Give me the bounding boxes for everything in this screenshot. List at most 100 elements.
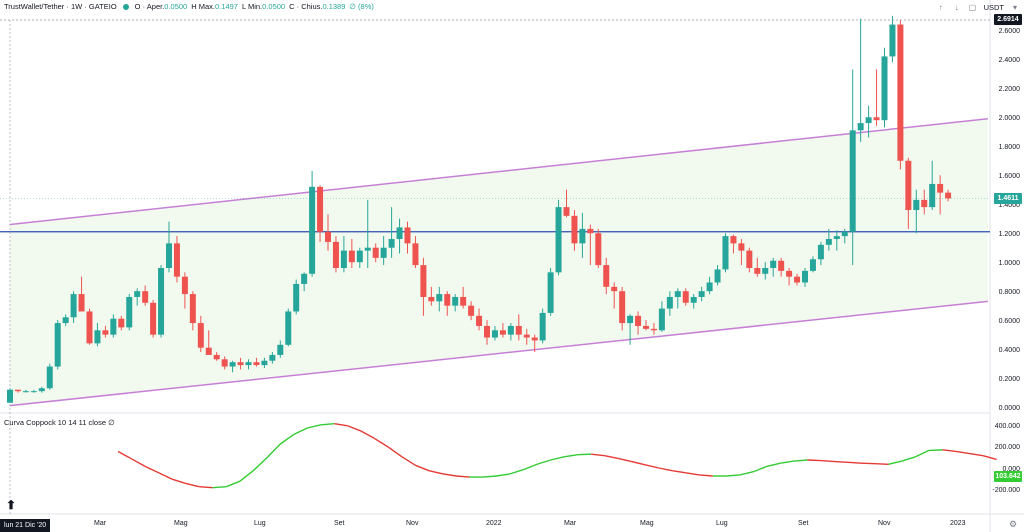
candle-body — [166, 243, 172, 268]
gear-icon[interactable]: ⚙ — [1009, 519, 1018, 529]
candle-body — [579, 228, 586, 244]
coppock-segment — [915, 449, 930, 458]
arrow-down-icon[interactable]: ↓ — [954, 2, 959, 12]
coppock-segment — [388, 446, 403, 458]
candle-body — [484, 325, 490, 338]
coppock-segment — [888, 460, 903, 465]
candle-body — [237, 362, 244, 366]
price-tick-label: 0.2000 — [998, 376, 1020, 384]
time-tick-label: Mar — [564, 520, 577, 527]
chevron-down-icon[interactable]: ▾ — [1012, 2, 1017, 12]
candle-body — [611, 286, 618, 292]
symbol-title: TrustWallet/Tether · 1W · GATEIO — [4, 2, 117, 11]
candle-body — [364, 247, 371, 251]
time-tick-label: 2022 — [486, 520, 502, 527]
candle-body — [396, 227, 403, 240]
currency-selector[interactable]: USDT — [983, 2, 1004, 12]
candle-body — [245, 362, 252, 366]
price-tick-label: 1.6000 — [998, 173, 1020, 181]
coppock-segment — [212, 485, 227, 489]
coppock-segment — [550, 456, 565, 461]
candle-body — [372, 247, 379, 258]
time-tick-label: Mag — [174, 520, 188, 527]
coppock-segment — [820, 459, 835, 463]
candle-body — [54, 323, 61, 367]
candle-body — [285, 311, 292, 345]
coppock-segment — [942, 449, 957, 453]
coppock-segment — [739, 471, 754, 476]
candle-body — [595, 233, 602, 266]
coppock-segment — [577, 453, 592, 456]
price-tag-current: 1.4611 — [994, 193, 1022, 204]
coppock-segment — [847, 461, 862, 464]
price-tick-label: 2.6000 — [998, 28, 1020, 36]
coppock-segment — [307, 424, 322, 429]
indicator-tag-current: 103.642 — [994, 471, 1022, 482]
candle-body — [905, 160, 912, 211]
coppock-segment — [361, 430, 376, 440]
candle-body — [332, 241, 339, 268]
candle-body — [531, 337, 538, 341]
cursor-date-tag: lun 21 Dic '20 — [0, 519, 51, 532]
coppock-segment — [185, 482, 200, 488]
coppock-segment — [672, 469, 686, 474]
indicator-tick-label: -200.000 — [992, 487, 1020, 494]
coppock-segment — [225, 480, 241, 488]
coppock-segment — [969, 452, 984, 457]
candle-body — [706, 282, 713, 292]
coppock-segment — [834, 460, 848, 464]
coppock-segment — [874, 463, 889, 465]
price-tick-label: 0.6000 — [998, 318, 1020, 326]
candle-body — [468, 305, 475, 316]
candle-body — [913, 199, 920, 211]
arrow-up-icon[interactable]: ↑ — [938, 2, 943, 12]
coppock-segment — [239, 470, 254, 482]
indicator-tick-label: 0.000 — [1002, 465, 1020, 473]
candle-body — [666, 296, 673, 309]
candle-body — [460, 296, 467, 306]
coppock-segment — [374, 438, 389, 448]
candle-body — [7, 389, 13, 403]
candle-body — [515, 325, 522, 335]
candle-body — [690, 296, 697, 303]
candle-body — [619, 291, 626, 324]
coppock-segment — [766, 462, 781, 468]
coppock-segment — [334, 423, 348, 427]
candle-body — [491, 330, 498, 338]
candle-body — [778, 260, 785, 271]
candle-body — [817, 244, 824, 260]
price-tick-label: 1.4000 — [998, 202, 1020, 210]
maximize-icon[interactable]: ▢ — [968, 2, 977, 12]
candle-body — [857, 123, 864, 131]
candle-body — [809, 259, 816, 271]
candle-body — [746, 250, 753, 268]
tradingview-logo-icon: ⬆ — [6, 498, 17, 512]
candle-body — [134, 291, 141, 297]
change-label: ∅ (8%) — [349, 2, 374, 11]
candle-body — [499, 330, 506, 335]
price-tick-label: 2.0000 — [998, 115, 1020, 123]
candle-body — [14, 389, 21, 392]
candle-body — [945, 192, 952, 199]
coppock-segment — [591, 453, 605, 457]
candle-body — [937, 183, 944, 193]
candle-body — [420, 265, 427, 297]
candle-body — [587, 228, 594, 234]
coppock-segment — [793, 459, 808, 462]
candle-body — [849, 130, 856, 232]
coppock-segment — [401, 456, 416, 466]
high-label: H Max.0.1497 — [191, 2, 238, 11]
coppock-segment — [631, 460, 646, 466]
candle-body — [22, 391, 29, 393]
channel-lower-line — [9, 300, 988, 407]
candle-body — [277, 344, 284, 355]
candle-body — [78, 294, 85, 312]
time-tick-label: Nov — [878, 520, 891, 527]
indicator-legend: Curva Coppock 10 14 11 close ∅ — [4, 418, 115, 427]
candle-body — [380, 247, 387, 258]
coppock-segment — [144, 465, 159, 474]
open-label: O · Aper.0.0500 — [134, 2, 188, 11]
candle-body — [627, 315, 634, 324]
indicator-tick-label: 200.000 — [994, 444, 1020, 452]
